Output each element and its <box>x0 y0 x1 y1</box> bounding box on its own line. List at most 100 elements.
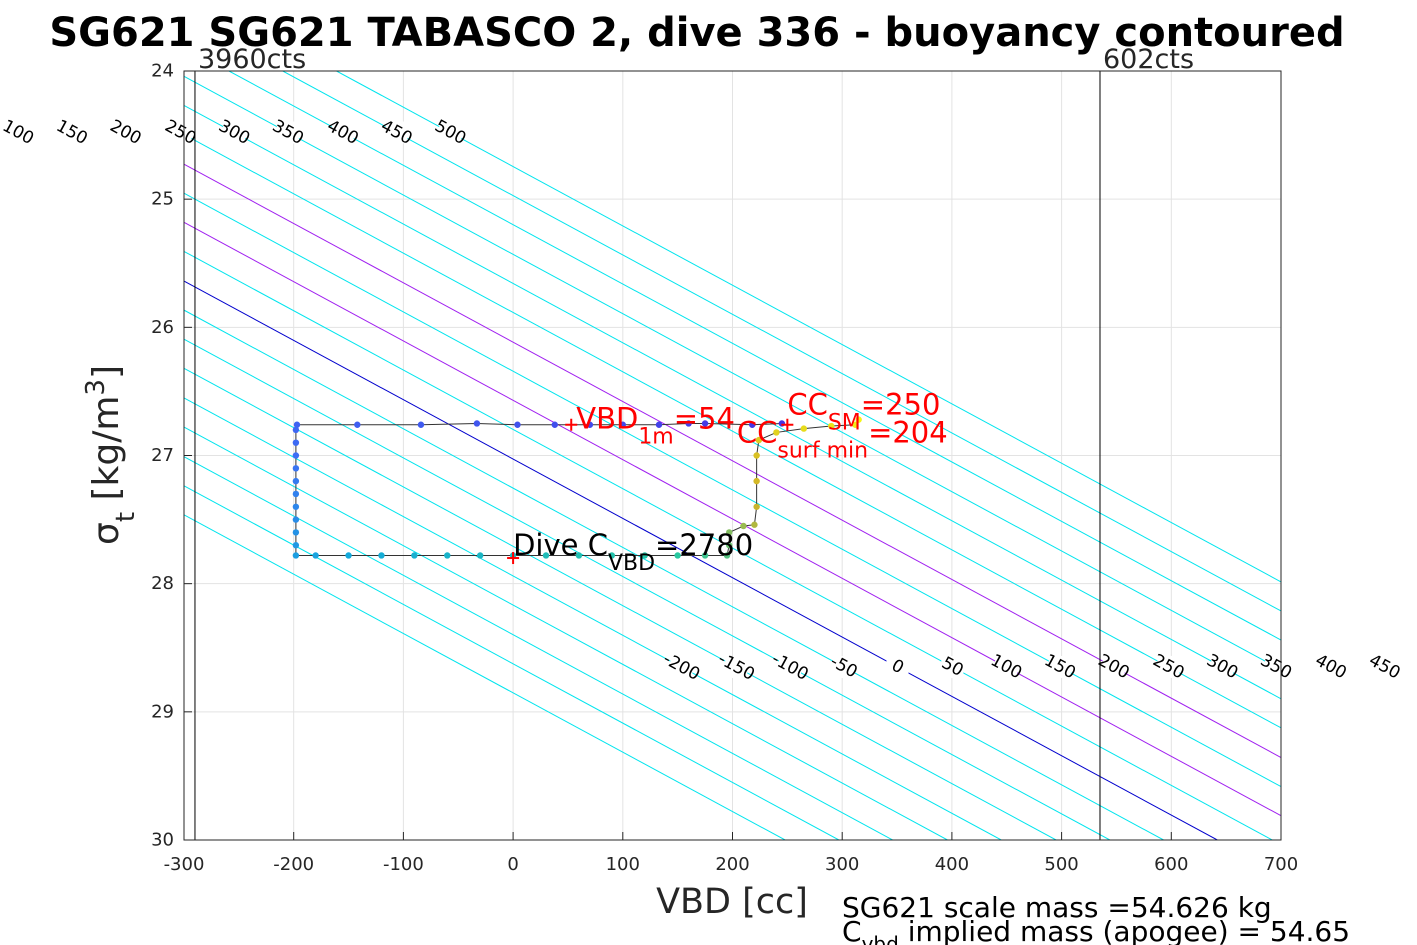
contour-line <box>184 397 1002 840</box>
contour-label-bottom-bg <box>1157 655 1180 678</box>
data-point <box>473 420 481 427</box>
y-axis-label-close: ] <box>86 365 127 379</box>
y-tick-label: 25 <box>151 189 174 210</box>
data-point <box>674 552 681 559</box>
data-point <box>753 477 760 485</box>
data-point <box>417 421 425 428</box>
contour-line <box>184 426 948 840</box>
data-point <box>542 552 550 559</box>
annotation-markers <box>507 418 794 565</box>
x-tick-label: -300 <box>164 854 205 875</box>
vbd-limit-label: 602cts <box>1103 44 1194 75</box>
contour-label-bottom-bg <box>1373 655 1396 678</box>
data-point <box>444 552 451 559</box>
x-tick-label: 0 <box>507 854 518 875</box>
vbd-limit-lines: 3960cts 602cts <box>194 44 1194 840</box>
x-tick-label: 500 <box>1044 854 1078 875</box>
x-tick-label: 300 <box>825 854 859 875</box>
data-point <box>685 420 692 427</box>
contour-label-top-bg <box>276 121 299 144</box>
data-point <box>411 552 418 559</box>
data-point <box>551 421 558 428</box>
cc-sm-label-value: =250 <box>861 388 941 422</box>
contour-line <box>184 367 1057 840</box>
x-tick-label: -200 <box>273 854 314 875</box>
x-tick-label: 400 <box>935 854 969 875</box>
cc-surf-min-label-value: =204 <box>868 416 948 450</box>
contour-label-bottom-bg <box>725 655 748 678</box>
y-tick-label: 26 <box>151 317 174 338</box>
contour-label-top-bg <box>7 121 30 144</box>
data-point <box>753 503 760 510</box>
data-point <box>575 552 583 559</box>
data-point <box>354 421 361 428</box>
contour-line <box>184 456 893 840</box>
contour-label-top-bg <box>223 121 246 144</box>
contour-label-bottom-bg <box>886 655 909 678</box>
contour-line <box>282 71 1281 612</box>
x-axis: -300 -200 -100 0 100 200 300 400 500 600 700 <box>164 832 1298 875</box>
data-point <box>828 422 835 430</box>
footer-implied-mass-rest: implied mass (apogee) = 54.65 <box>899 915 1350 945</box>
footer-implied-mass-base: C <box>842 915 862 945</box>
data-point <box>726 529 733 536</box>
contour-line <box>184 75 1281 671</box>
data-point <box>292 426 300 434</box>
dive-c-vbd-label: Dive CVBD=2780 <box>513 528 753 576</box>
data-point <box>800 425 808 432</box>
data-point <box>292 477 300 485</box>
contour-line <box>336 71 1281 583</box>
chart-title: SG621 SG621 TABASCO 2, dive 336 - buoyan… <box>49 10 1344 56</box>
data-point <box>292 452 300 459</box>
data-point <box>773 429 780 436</box>
dive-c-vbd-label-text: Dive C <box>513 528 608 562</box>
data-point <box>345 552 352 559</box>
data-point <box>378 552 385 559</box>
contour-label-bottom-bg <box>832 655 855 678</box>
data-point <box>641 552 648 559</box>
y-tick-label: 28 <box>151 573 174 594</box>
x-axis-label: VBD [cc] <box>656 882 808 922</box>
cc-sm-label: CCSM=250 <box>787 388 940 436</box>
contour-line <box>228 71 1281 641</box>
cc-sm-label-sub: SM <box>828 411 861 436</box>
data-point <box>753 452 760 459</box>
data-point <box>723 552 731 559</box>
cc-surf-min-label: CCsurf min=204 <box>737 416 948 464</box>
contour-label-bottom-bg <box>995 655 1018 678</box>
data-point <box>292 542 300 549</box>
x-tick-label: 100 <box>606 854 640 875</box>
data-point <box>292 529 300 536</box>
data-point <box>755 436 763 444</box>
contour-line <box>184 163 1281 759</box>
cc-surf-min-label-text: CC <box>737 416 778 450</box>
contour-label-bottom-bg <box>670 655 693 678</box>
contour-label-bottom-bg <box>1102 655 1125 678</box>
contour-label-top-bg <box>169 121 192 144</box>
data-point <box>852 421 859 428</box>
contour-line <box>184 338 1111 840</box>
dive-c-vbd-label-sub: VBD <box>608 551 655 576</box>
vbd-1m-label-value: =54 <box>674 402 735 436</box>
x-tick-label: 600 <box>1154 854 1188 875</box>
cc-surf-min-label-sub: surf min <box>777 439 868 464</box>
contour-label-top-bg <box>60 121 83 144</box>
data-point <box>476 552 484 559</box>
y-tick-label: 24 <box>151 61 174 82</box>
vbd-1m-label-text: VBD <box>576 402 638 436</box>
contour-label-top-bg <box>331 121 354 144</box>
dive-trajectory <box>292 416 862 559</box>
vbd-1m-label-sub: 1m <box>638 425 673 450</box>
y-tick-label: 30 <box>151 830 174 851</box>
contour-line <box>184 104 1281 700</box>
y-axis-label-sub: t <box>111 512 141 522</box>
data-point <box>293 421 301 428</box>
y-axis-label: σt [kg/m3] <box>81 365 141 545</box>
vbd-limit-label: 3960cts <box>198 44 306 75</box>
footer-implied-mass-sub: vbd <box>862 932 899 945</box>
y-tick-label: 27 <box>151 445 174 466</box>
data-point <box>751 521 758 528</box>
contour-line <box>184 514 786 840</box>
